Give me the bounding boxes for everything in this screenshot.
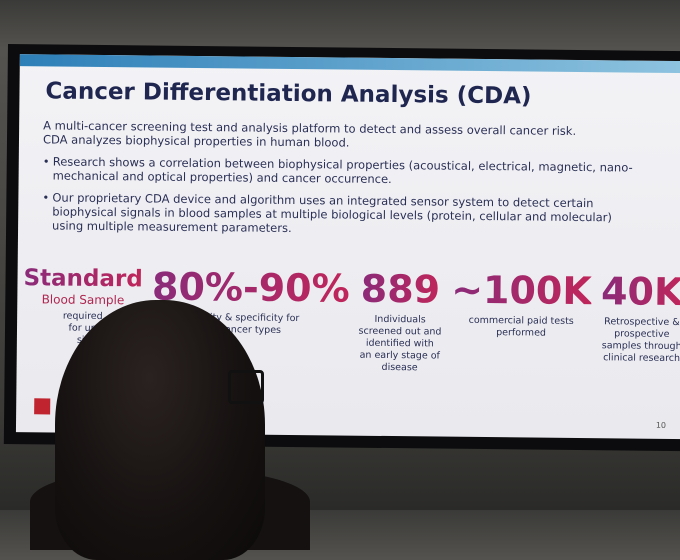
caption-line: clinical research xyxy=(603,352,680,365)
stat: 889 Individuals screened out and identified… xyxy=(358,266,442,375)
photo: Cancer Differentiation Analysis (CDA) A … xyxy=(0,0,680,510)
person-head xyxy=(55,300,265,560)
stat-caption: Retrospective & prospective samples throug… xyxy=(600,316,680,365)
bullet: Our proprietary CDA device and algorithm… xyxy=(42,190,642,238)
caption-line: identified with xyxy=(365,337,434,350)
slide-title: Cancer Differentiation Analysis (CDA) xyxy=(45,78,532,110)
slide-body: A multi-cancer screening test and analys… xyxy=(42,118,643,246)
caption-line: commercial paid tests xyxy=(468,314,574,327)
page-number: 10 xyxy=(655,420,667,430)
bullet: Research shows a correlation between bio… xyxy=(43,154,643,188)
caption-line: Retrospective & xyxy=(604,316,680,329)
stat: 40K Retrospective & prospective samples thr… xyxy=(600,269,680,377)
caption-line: disease xyxy=(381,361,418,374)
stat: ~100K commercial paid tests performed xyxy=(450,267,593,376)
stat-value: Standard xyxy=(23,265,143,293)
slide-band xyxy=(19,54,680,74)
stat-caption: commercial paid tests performed xyxy=(451,315,592,340)
caption-line: prospective xyxy=(614,328,670,340)
caption-line: an early stage of xyxy=(359,349,440,362)
stat-caption: Individuals screened out and identified wi… xyxy=(358,314,442,375)
logo xyxy=(34,398,51,415)
caption-line: Individuals xyxy=(374,313,426,326)
caption-line: screened out and xyxy=(358,325,442,338)
glasses xyxy=(228,370,264,404)
caption-line: samples through xyxy=(601,340,680,353)
caption-line: performed xyxy=(496,327,547,339)
intro: A multi-cancer screening test and analys… xyxy=(43,118,643,152)
stat-value: 889 xyxy=(360,266,441,312)
stat-value: 40K xyxy=(601,269,680,314)
stat-value: ~100K xyxy=(450,267,593,314)
